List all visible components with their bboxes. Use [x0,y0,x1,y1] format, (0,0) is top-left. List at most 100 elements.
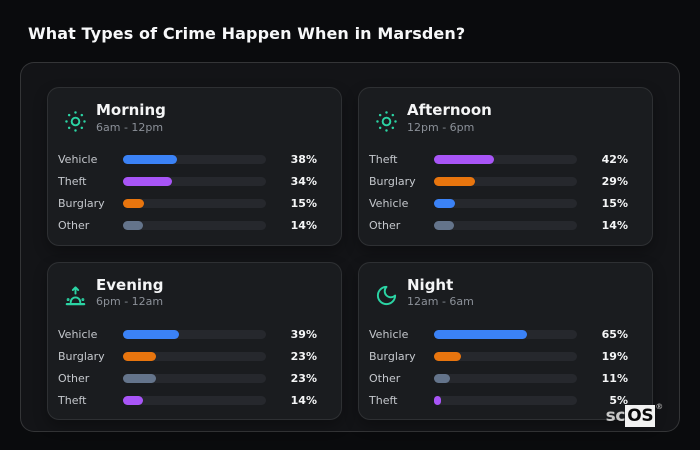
percentage-label: 5% [609,393,628,407]
bar-fill [434,199,456,208]
percentage-label: 15% [290,197,317,210]
bar-track [123,395,266,405]
bar-track [434,221,577,230]
bar-fill [434,373,450,383]
crime-category-label: Theft [58,175,87,188]
bar-fill [123,351,156,361]
crime-bar-row: Theft 42% [369,149,628,171]
percentage-label: 14% [290,219,317,232]
percentage-label: 39% [290,327,317,341]
panel-time-range: 6am - 12pm [96,120,164,134]
crime-bar-row: Burglary 29% [369,171,628,193]
bar-fill [123,395,144,405]
crime-category-label: Burglary [58,349,105,363]
crime-bar-row: Vehicle 15% [369,193,628,215]
bar-fill [123,221,144,230]
panel-title: Afternoon [407,101,492,119]
bar-track [123,221,266,230]
scos-logo-box: OS [625,405,656,427]
bar-fill [123,155,178,164]
time-panel-afternoon: Afternoon 12pm - 6pm Theft 42% Burglary 29%… [358,87,653,246]
panel-title: Evening [96,275,164,294]
bar-track [123,329,266,339]
time-panel-evening: Evening 6pm - 12am Vehicle 39% Burglary 23%… [47,261,342,420]
scos-logo: sc OS ® [606,403,663,427]
crime-bar-row: Burglary 15% [58,193,317,215]
crime-category-label: Vehicle [58,327,98,341]
panel-header-text: Evening 6pm - 12am [96,275,164,308]
crime-category-label: Theft [369,393,398,407]
percentage-label: 23% [290,349,317,363]
percentage-label: 29% [601,175,628,188]
crime-bar-row: Vehicle 65% [369,323,628,345]
crime-bar-row: Theft 5% [369,389,628,411]
crime-bar-row: Vehicle 39% [58,323,317,345]
bar-track [123,155,266,164]
crime-category-label: Vehicle [58,153,98,166]
crime-category-label: Other [369,371,401,385]
panels-grid: Morning 6am - 12pm Vehicle 38% Theft 34% Bur… [47,87,653,420]
crime-bar-row: Burglary 23% [58,345,317,367]
panel-title: Night [407,275,454,294]
panel-time-range: 12pm - 6pm [407,120,475,134]
panel-time-range: 12am - 6am [407,295,474,308]
crime-bar-row: Other 11% [369,367,628,389]
bar-fill [434,155,495,164]
sunrise-icon [64,284,87,307]
crime-bar-row: Other 14% [58,215,317,237]
bar-track [123,177,266,186]
percentage-label: 65% [601,327,628,341]
crime-category-label: Other [58,371,90,385]
percentage-label: 14% [601,219,628,232]
percentage-label: 38% [290,153,317,166]
bar-track [434,351,577,361]
panel-title: Morning [96,101,166,119]
panel-header: Afternoon 12pm - 6pm [375,102,628,134]
bar-track [434,329,577,339]
bar-rows: Theft 42% Burglary 29% Vehicle 15% Other 14% [369,149,628,237]
dashboard-container: Morning 6am - 12pm Vehicle 38% Theft 34% Bur… [20,62,680,432]
bar-fill [434,329,527,339]
panel-header-text: Morning 6am - 12pm [96,102,166,134]
bar-fill [434,177,476,186]
bar-track [434,177,577,186]
crime-category-label: Theft [369,153,398,166]
bar-track [123,351,266,361]
bar-track [434,373,577,383]
percentage-label: 23% [290,371,317,385]
bar-fill [434,395,442,405]
crime-category-label: Other [58,219,90,232]
crime-category-label: Burglary [58,197,105,210]
crime-bar-row: Other 14% [369,215,628,237]
bar-rows: Vehicle 65% Burglary 19% Other 11% Theft 5% [369,323,628,411]
bar-track [434,395,577,405]
bar-fill [123,373,156,383]
percentage-label: 11% [601,371,628,385]
crime-category-label: Burglary [369,175,416,188]
bar-fill [123,329,179,339]
percentage-label: 34% [290,175,317,188]
panel-header-text: Night 12am - 6am [407,275,474,308]
sun-icon [64,110,87,133]
sun-icon [375,110,398,133]
bar-fill [123,177,172,186]
bar-track [123,373,266,383]
crime-bar-row: Other 23% [58,367,317,389]
bar-track [434,199,577,208]
percentage-label: 15% [601,197,628,210]
time-panel-morning: Morning 6am - 12pm Vehicle 38% Theft 34% Bur… [47,87,342,246]
crime-bar-row: Theft 14% [58,389,317,411]
panel-time-range: 6pm - 12am [96,295,164,308]
panel-header-text: Afternoon 12pm - 6pm [407,102,492,134]
crime-category-label: Theft [58,393,87,407]
crime-bar-row: Vehicle 38% [58,149,317,171]
page-title: What Types of Crime Happen When in Marsd… [28,24,466,43]
registered-trademark-icon: ® [655,402,663,411]
bar-fill [434,351,462,361]
bar-track [123,199,266,208]
moon-icon [375,284,398,307]
bar-rows: Vehicle 38% Theft 34% Burglary 15% Other 14% [58,149,317,237]
time-panel-night: Night 12am - 6am Vehicle 65% Burglary 19% Ot… [358,261,653,420]
crime-bar-row: Theft 34% [58,171,317,193]
crime-category-label: Vehicle [369,327,409,341]
